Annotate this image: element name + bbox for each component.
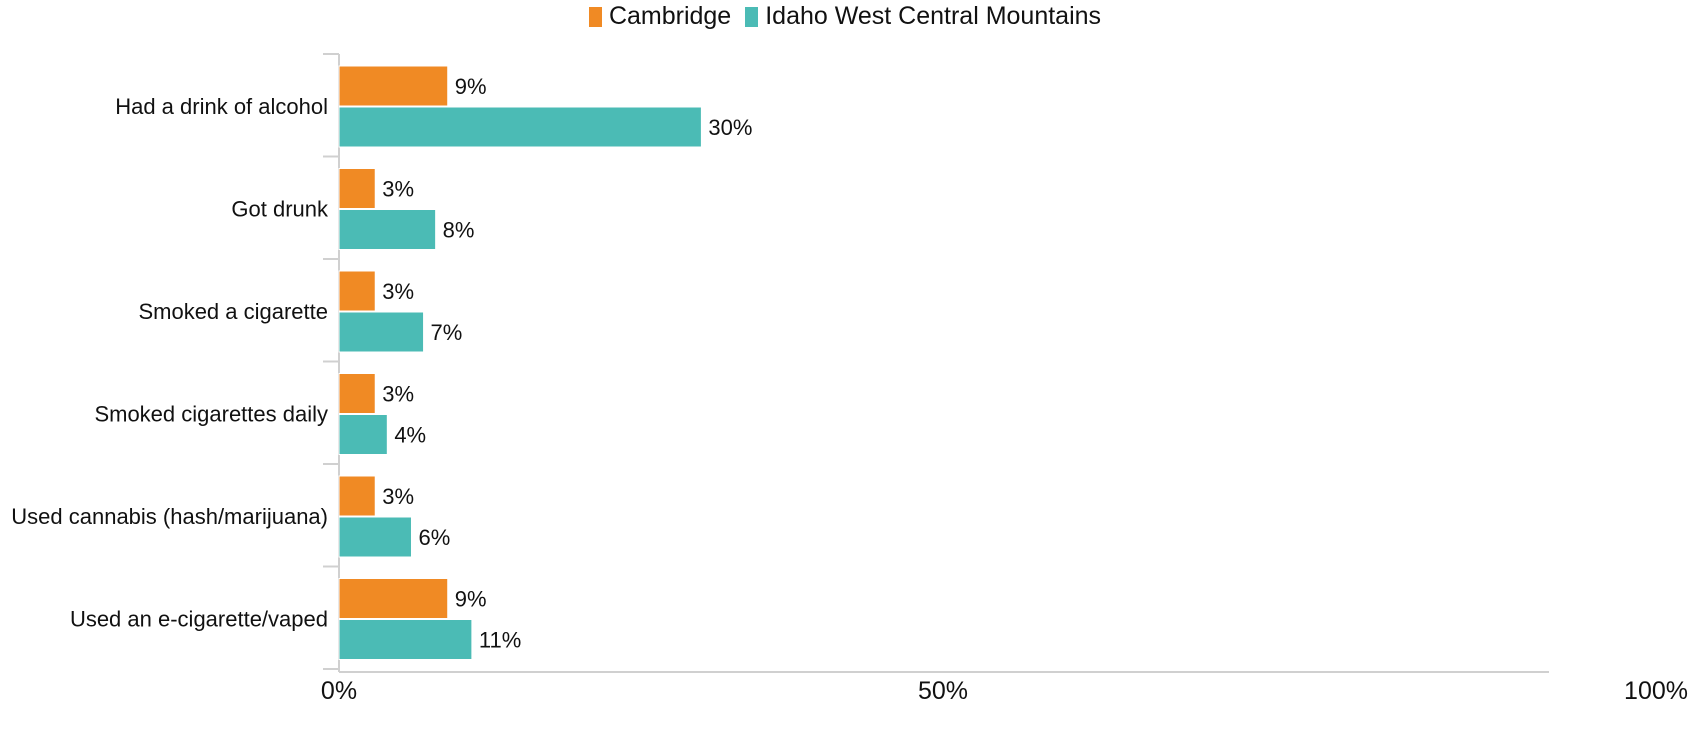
bar-idaho-west-central-mountains-used-cannabis-hash-marijuana	[338, 516, 412, 558]
bar-cambridge-got-drunk	[338, 168, 376, 209]
data-label-idaho-west-central-mountains-smoked-cigarettes-daily: 4%	[394, 423, 426, 448]
legend-item-idaho-west-central-mountains: Idaho West Central Mountains	[745, 2, 1101, 31]
data-label-idaho-west-central-mountains-used-cannabis-hash-marijuana: 6%	[418, 525, 450, 550]
data-label-idaho-west-central-mountains-got-drunk: 8%	[443, 218, 475, 243]
data-label-cambridge-used-an-e-cigarette-vaped: 9%	[455, 587, 487, 612]
data-label-cambridge-got-drunk: 3%	[382, 177, 414, 202]
legend-swatch-cambridge	[588, 6, 602, 27]
legend-swatch-idaho-west-central-mountains	[745, 6, 759, 27]
bar-idaho-west-central-mountains-got-drunk	[338, 209, 437, 250]
data-label-idaho-west-central-mountains-used-an-e-cigarette-vaped: 11%	[479, 628, 521, 653]
bar-idaho-west-central-mountains-used-an-e-cigarette-vaped	[338, 619, 473, 660]
bar-idaho-west-central-mountains-smoked-a-cigarette	[338, 311, 425, 353]
data-label-cambridge-smoked-cigarettes-daily: 3%	[382, 382, 414, 407]
bar-idaho-west-central-mountains-smoked-cigarettes-daily	[338, 414, 388, 455]
data-label-cambridge-used-cannabis-hash-marijuana: 3%	[382, 484, 414, 509]
category-label-smoked-cigarettes-daily: Smoked cigarettes daily	[94, 402, 328, 427]
category-label-had-a-drink-of-alcohol: Had a drink of alcohol	[115, 94, 328, 119]
bar-cambridge-smoked-a-cigarette	[338, 270, 376, 312]
data-label-idaho-west-central-mountains-had-a-drink-of-alcohol: 30%	[708, 115, 752, 140]
legend-item-cambridge: Cambridge	[588, 2, 732, 31]
x-tick-label-0: 0%	[321, 677, 357, 705]
bar-cambridge-had-a-drink-of-alcohol	[338, 65, 449, 107]
legend: Cambridge Idaho West Central Mountains	[0, 2, 1690, 31]
bar-cambridge-used-cannabis-hash-marijuana	[338, 475, 376, 517]
x-tick-label-100: 100%	[1624, 677, 1688, 705]
category-label-used-an-e-cigarette-vaped: Used an e-cigarette/vaped	[70, 607, 328, 632]
category-label-smoked-a-cigarette: Smoked a cigarette	[138, 299, 328, 324]
category-label-got-drunk: Got drunk	[231, 197, 329, 222]
category-label-used-cannabis-hash-marijuana: Used cannabis (hash/marijuana)	[11, 504, 328, 529]
data-label-idaho-west-central-mountains-smoked-a-cigarette: 7%	[431, 320, 463, 345]
legend-label-idaho-west-central-mountains: Idaho West Central Mountains	[765, 2, 1102, 30]
data-label-cambridge-smoked-a-cigarette: 3%	[382, 279, 414, 304]
bar-cambridge-used-an-e-cigarette-vaped	[338, 578, 449, 619]
bar-cambridge-smoked-cigarettes-daily	[338, 373, 376, 414]
legend-label-cambridge: Cambridge	[608, 2, 732, 30]
x-tick-label-50: 50%	[918, 677, 968, 705]
data-label-cambridge-had-a-drink-of-alcohol: 9%	[455, 74, 487, 99]
bar-idaho-west-central-mountains-had-a-drink-of-alcohol	[338, 106, 702, 148]
